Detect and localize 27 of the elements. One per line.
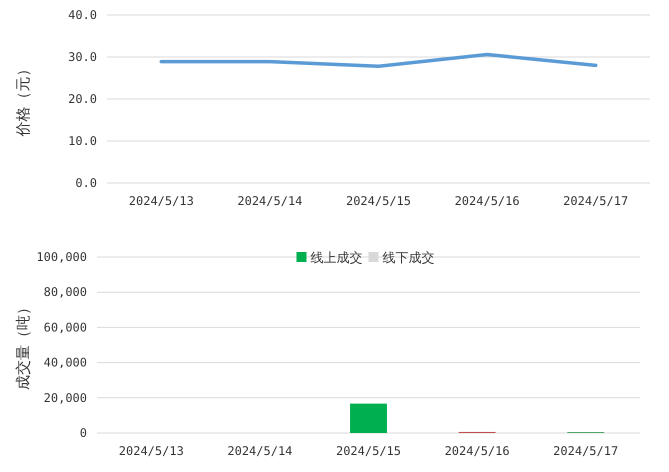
x-tick-label: 2024/5/17	[563, 194, 628, 208]
y-tick-label: 40.0	[68, 8, 97, 22]
legend-label: 线上成交	[310, 250, 362, 266]
y-tick-label: 60,000	[44, 320, 87, 334]
y-tick-label: 10.0	[68, 134, 97, 148]
y-tick-label: 20.0	[68, 92, 97, 106]
y-tick-label: 0.0	[75, 176, 97, 190]
x-tick-label: 2024/5/13	[118, 444, 184, 458]
x-tick-label: 2024/5/14	[237, 194, 302, 208]
x-tick-label: 2024/5/17	[553, 444, 618, 458]
legend-label: 线下成交	[382, 250, 434, 266]
y-tick-label: 20,000	[44, 390, 87, 405]
y-tick-label: 80,000	[44, 285, 87, 300]
y-axis-title: 价格（元）	[14, 62, 32, 138]
line-series	[160, 52, 598, 68]
x-tick-label: 2024/5/13	[128, 194, 194, 208]
y-tick-label: 0	[80, 426, 87, 440]
x-tick-label: 2024/5/14	[227, 444, 292, 458]
y-axis-title: 成交量（吨）	[14, 300, 32, 390]
x-tick-label: 2024/5/15	[346, 194, 412, 208]
x-tick-label: 2024/5/16	[454, 194, 520, 208]
y-tick-label: 40,000	[44, 356, 87, 370]
bar	[350, 404, 387, 433]
x-tick-label: 2024/5/15	[336, 444, 402, 458]
y-tick-label: 30.0	[68, 50, 97, 64]
y-tick-label: 100,000	[36, 250, 87, 264]
x-tick-label: 2024/5/16	[444, 444, 510, 458]
